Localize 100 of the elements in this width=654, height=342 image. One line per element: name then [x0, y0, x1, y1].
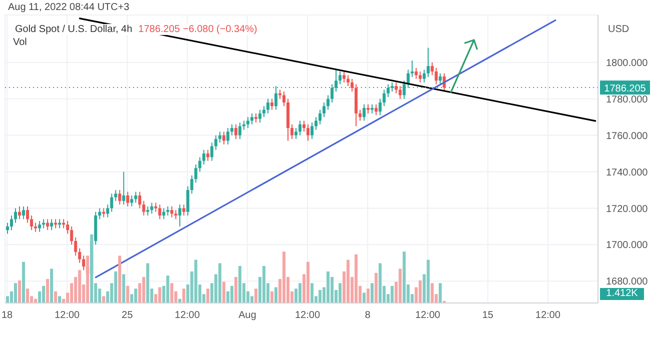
candlestick: [254, 112, 258, 124]
bar: [126, 286, 130, 303]
candlestick: [338, 71, 342, 85]
candlestick: [342, 71, 346, 83]
annotation: Vol: [13, 37, 27, 48]
candlestick: [410, 60, 414, 78]
candlestick: [78, 248, 82, 264]
bar: [46, 279, 50, 303]
candlestick: [126, 191, 130, 207]
x-tick-label: 12:00: [54, 310, 80, 322]
bar: [206, 288, 210, 303]
candlestick: [210, 142, 214, 162]
candlestick: [438, 72, 442, 85]
candlestick: [426, 47, 430, 78]
candlestick: [134, 191, 138, 204]
bar: [398, 268, 402, 303]
text: Aug 11, 2022 08:44 UTC+3: [8, 2, 130, 13]
candlestick: [374, 104, 378, 116]
text: 1.412K: [600, 288, 644, 300]
candlestick: [194, 164, 198, 184]
candlestick: [302, 120, 306, 132]
candlestick: [310, 122, 314, 140]
bar: [54, 291, 58, 303]
candlestick: [122, 171, 126, 206]
bar: [18, 280, 22, 303]
bar: [90, 234, 94, 303]
candlestick: [34, 222, 38, 232]
bar: [222, 282, 226, 303]
candlestick: [114, 189, 118, 202]
candlestick: [82, 255, 86, 271]
y-tick-label: 1760.000: [606, 130, 648, 142]
ref-line-label: 1786.205: [604, 84, 646, 95]
bar: [182, 288, 186, 303]
bar: [298, 283, 302, 303]
candlestick: [46, 218, 50, 231]
bar: [274, 287, 278, 303]
candlestick: [370, 104, 374, 114]
candlestick: [362, 104, 366, 122]
annotation: 1786.205 −6.080 (−0.34%): [138, 24, 258, 35]
candlestick: [182, 204, 186, 216]
candlestick: [434, 67, 438, 85]
candlestick: [230, 124, 234, 136]
candlestick: [298, 120, 302, 136]
bar: [338, 283, 342, 303]
candlestick: [138, 191, 142, 209]
candlestick: [318, 109, 322, 125]
bar: [254, 288, 258, 303]
bar: [86, 256, 90, 303]
candlestick: [70, 226, 74, 246]
y-tick-label: 1680.000: [606, 276, 648, 288]
bar: [270, 291, 274, 303]
bar: [306, 262, 310, 303]
candlestick: [226, 128, 230, 145]
bar: [194, 260, 198, 303]
candlestick: [430, 62, 434, 76]
bar: [346, 260, 350, 303]
bar: [50, 268, 54, 303]
bar: [438, 283, 442, 303]
candlestick: [98, 208, 102, 220]
bar: [238, 266, 242, 303]
y-axis-title: USD: [608, 24, 630, 36]
candlestick: [282, 91, 286, 107]
candlestick: [186, 186, 190, 216]
candlestick: [234, 124, 238, 140]
text: Gold Spot / U.S. Dollar, 4h: [15, 24, 132, 35]
candlestick: [238, 122, 242, 140]
candlestick: [246, 116, 250, 129]
bar: [134, 288, 138, 303]
y-tick-label: 1740.000: [606, 167, 648, 178]
candlestick: [146, 206, 150, 216]
bar: [230, 286, 234, 303]
y-tick-label: 1780.000: [606, 94, 648, 106]
y-tick-label: 1800.000: [606, 58, 648, 69]
bar: [158, 287, 162, 303]
candlestick: [106, 204, 110, 218]
bar: [14, 283, 18, 303]
candlestick: [214, 134, 218, 150]
bar: [170, 283, 174, 303]
bar: [426, 260, 430, 303]
candlestick: [10, 215, 14, 231]
candlestick: [358, 109, 362, 122]
candlestick: [30, 215, 34, 231]
candlestick: [170, 206, 174, 218]
bar: [26, 288, 30, 303]
candlestick: [218, 131, 222, 144]
bar: [262, 266, 266, 303]
candlestick: [26, 206, 30, 224]
candlestick: [250, 112, 254, 125]
candlestick: [18, 206, 22, 220]
candlestick: [158, 204, 162, 220]
bar: [430, 283, 434, 303]
bar: [122, 274, 126, 303]
x-tick-label: 8: [364, 310, 371, 322]
candlestick: [162, 208, 166, 220]
bar: [354, 254, 358, 303]
candlestick: [326, 94, 330, 110]
candlestick: [270, 98, 274, 110]
x-tick-label: 18: [1, 310, 13, 322]
x-tick-label: Aug: [238, 310, 256, 322]
candlestick: [6, 222, 9, 234]
